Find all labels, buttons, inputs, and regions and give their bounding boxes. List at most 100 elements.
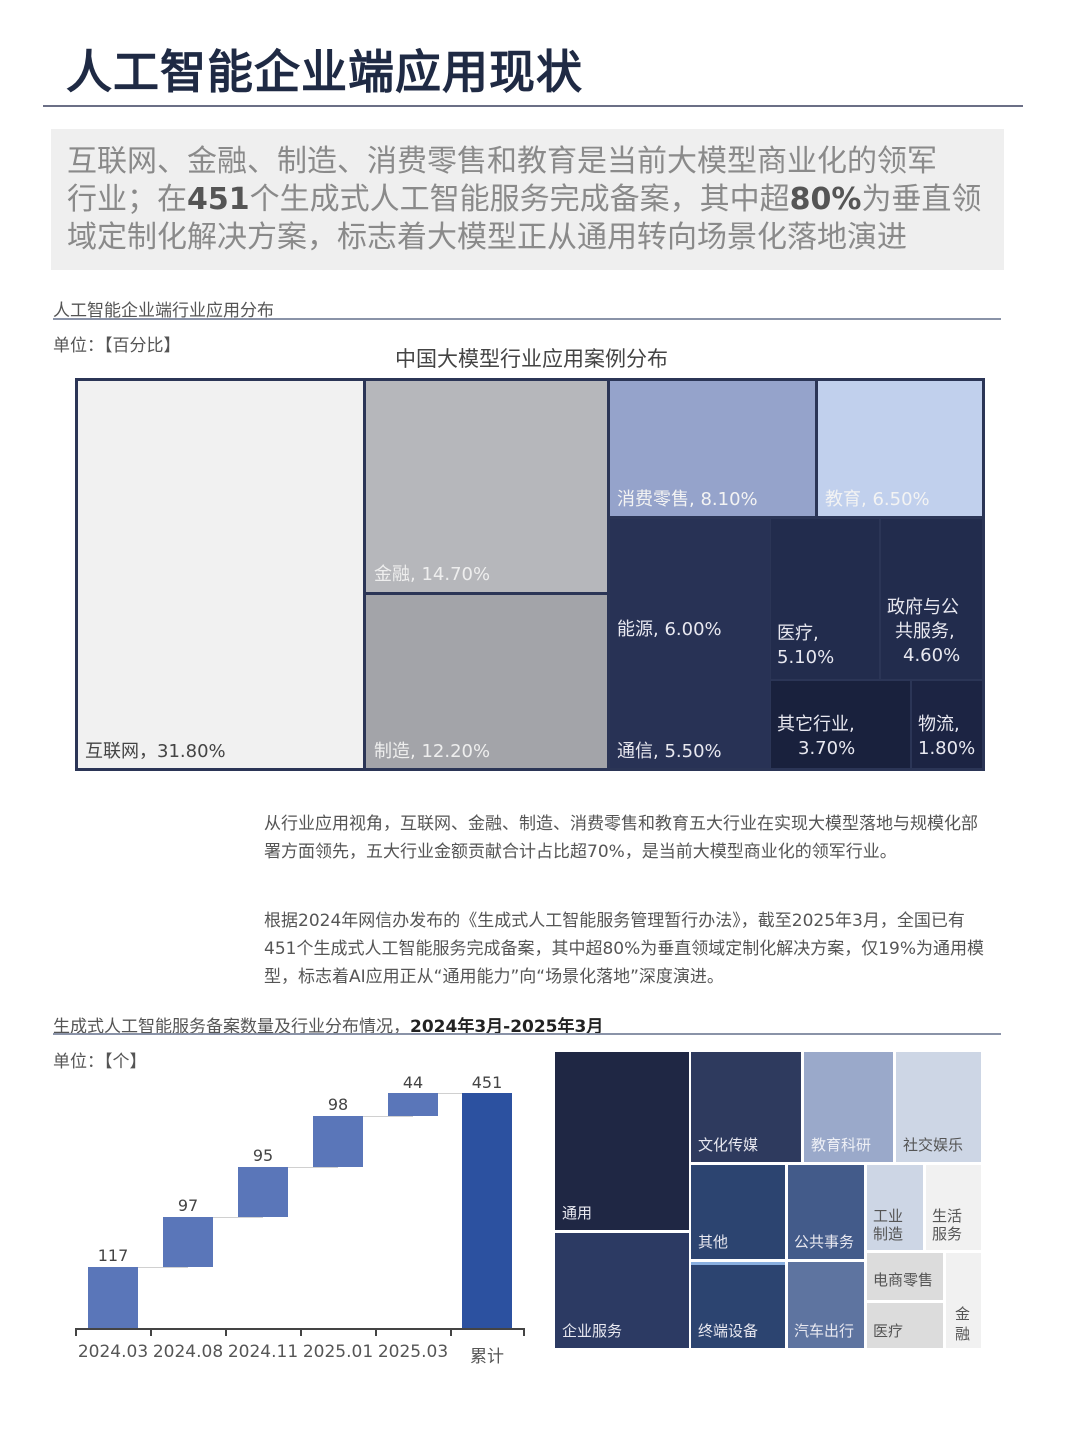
waterfall-bar-total <box>462 1093 512 1328</box>
summary-line-3: 域定制化解决方案，标志着大模型正从通用转向场景化落地演进 <box>67 220 907 255</box>
cell-label: 工业 <box>873 1207 904 1225</box>
cell-label: 服务 <box>932 1225 963 1243</box>
treemap-cell-industrial-manufacturing: 工业 制造 <box>867 1165 923 1250</box>
page-title: 人工智能企业端应用现状 <box>66 45 583 99</box>
axis-tick <box>450 1328 452 1336</box>
x-tick-label: 2024.11 <box>227 1342 299 1362</box>
section-divider <box>53 1033 1001 1035</box>
treemap-cell-ecommerce: 电商零售 <box>867 1253 943 1300</box>
cell-label: 终端设备 <box>698 1322 759 1340</box>
data-label: 98 <box>327 1095 349 1114</box>
data-label: 44 <box>402 1073 424 1092</box>
cell-label: 教育, 6.50% <box>825 489 930 510</box>
cell-label: 3.70% <box>798 738 856 759</box>
cell-label: 物流, <box>918 714 960 735</box>
treemap-cell-life-services: 生活 服务 <box>926 1165 981 1250</box>
treemap-cell-retail: 消费零售, 8.10% <box>610 381 815 516</box>
cell-label: 公共事务 <box>794 1233 855 1251</box>
treemap-cell-finance: 金 融 <box>946 1253 981 1348</box>
connector-line <box>288 1167 338 1168</box>
cell-label: 通用 <box>562 1204 593 1222</box>
industry-treemap: 互联网，31.80% 金融, 14.70% 制造, 12.20% 消费零售, 8… <box>75 378 985 771</box>
connector-line <box>213 1217 263 1218</box>
axis-tick <box>523 1328 525 1336</box>
waterfall-bar-2024-08 <box>163 1217 213 1267</box>
treemap-cell-terminal-devices: 终端设备 <box>691 1262 785 1348</box>
paragraph-filing-stats: 根据2024年网信办发布的《生成式人工智能服务管理暂行办法》，截至2025年3月… <box>264 911 985 987</box>
axis-tick <box>225 1328 227 1336</box>
section-title-industry-distribution: 人工智能企业端行业应用分布 <box>53 301 274 321</box>
cell-label: 生活 <box>932 1207 963 1225</box>
axis-tick <box>300 1328 302 1336</box>
cell-label: 企业服务 <box>562 1322 623 1340</box>
summary-text: 互联网、金融、制造、消费零售和教育是当前大模型商业化的领军 行业；在451个生成… <box>67 143 990 257</box>
axis-tick <box>75 1328 77 1336</box>
treemap-cell-government: 政府与公 共服务, 4.60% <box>881 519 982 679</box>
title-divider <box>43 105 1023 107</box>
cell-label: 能源, 6.00% <box>617 619 722 639</box>
filing-industry-treemap: 通用 企业服务 文化传媒 教育科研 社交娱乐 其他 公共事务 工业 制造 生活 … <box>553 1050 985 1350</box>
cell-label: 汽车出行 <box>794 1322 855 1340</box>
unit-label: 单位：【百分比】 <box>53 336 181 356</box>
summary-text-fragment: 为垂直领 <box>861 182 982 217</box>
treemap-cell-edu-research: 教育科研 <box>804 1052 893 1162</box>
treemap-cell-education: 教育, 6.50% <box>818 381 982 516</box>
summary-text-fragment: 行业；在 <box>67 182 187 217</box>
cell-label: 制造 <box>873 1225 904 1243</box>
treemap-cell-social: 社交娱乐 <box>896 1052 981 1162</box>
x-tick-label: 2025.01 <box>302 1342 374 1362</box>
treemap-cell-public-affairs: 公共事务 <box>788 1165 864 1259</box>
section-title-text: 生成式人工智能服务备案数量及行业分布情况， <box>53 1017 410 1037</box>
data-label: 97 <box>177 1196 199 1215</box>
cell-label: 5.10% <box>777 647 835 668</box>
data-label: 95 <box>252 1146 274 1165</box>
x-tick-label: 累计 <box>470 1347 504 1367</box>
cell-label: 通信, 5.50% <box>617 741 722 762</box>
treemap-cell-medical: 医疗, 5.10% <box>771 519 879 679</box>
connector-line <box>363 1116 413 1117</box>
treemap-cell-medical: 医疗 <box>867 1303 943 1348</box>
connector-line <box>138 1267 188 1268</box>
cell-label: 1.80% <box>918 738 976 759</box>
cell-label: 其他 <box>698 1233 729 1251</box>
connector-line <box>438 1093 463 1094</box>
treemap-cell-other: 其它行业, 3.70% <box>771 681 910 768</box>
summary-box: 互联网、金融、制造、消费零售和教育是当前大模型商业化的领军 行业；在451个生成… <box>51 129 1004 270</box>
treemap-cell-energy: 能源, 6.00% <box>610 519 770 639</box>
x-tick-label: 2024.03 <box>77 1342 149 1362</box>
treemap-cell-enterprise: 企业服务 <box>555 1233 689 1348</box>
cell-label: 医疗 <box>873 1322 904 1340</box>
treemap-cell-finance: 金融, 14.70% <box>366 381 607 592</box>
cell-label: 电商零售 <box>873 1271 934 1289</box>
waterfall-chart: 117 97 95 98 44 451 2024.03 2024.08 2024… <box>75 1070 530 1370</box>
summary-line-1: 互联网、金融、制造、消费零售和教育是当前大模型商业化的领军 <box>67 144 937 179</box>
cell-label: 其它行业, <box>777 714 855 735</box>
cell-label: 医疗, <box>777 623 819 644</box>
summary-text-fragment: 个生成式人工智能服务完成备案，其中超 <box>249 182 790 217</box>
x-tick-label: 2024.08 <box>152 1342 224 1362</box>
paragraph-industry-view: 从行业应用视角，互联网、金融、制造、消费零售和教育五大行业在实现大模型落地与规模… <box>264 814 978 862</box>
waterfall-bar-2025-03 <box>388 1093 438 1116</box>
treemap-cell-manufacturing: 制造, 12.20% <box>366 595 607 768</box>
summary-line-2: 行业；在451个生成式人工智能服务完成备案，其中超80%为垂直领 <box>67 181 990 219</box>
cell-label: 金融, 14.70% <box>374 564 491 585</box>
chart-title: 中国大模型行业应用案例分布 <box>395 347 668 371</box>
treemap-cell-general: 通用 <box>555 1052 689 1230</box>
cell-label: 政府与公 <box>887 597 959 618</box>
unit-label: 单位：【个】 <box>53 1052 147 1072</box>
treemap-cell-other: 其他 <box>691 1165 785 1259</box>
cell-label: 消费零售, 8.10% <box>617 489 758 510</box>
x-tick-label: 2025.03 <box>377 1342 449 1362</box>
cell-label: 制造, 12.20% <box>374 741 491 762</box>
summary-highlight-percent: 80% <box>789 182 862 217</box>
waterfall-bar-2024-03 <box>88 1267 138 1328</box>
section-title-filings: 生成式人工智能服务备案数量及行业分布情况，2024年3月-2025年3月 <box>53 1012 603 1037</box>
axis-tick <box>375 1328 377 1336</box>
treemap-cell-auto-mobility: 汽车出行 <box>788 1262 864 1348</box>
cell-label: 互联网，31.80% <box>85 741 226 762</box>
section-divider <box>53 318 1001 320</box>
cell-label: 文化传媒 <box>698 1136 759 1154</box>
cell-label: 教育科研 <box>811 1136 872 1154</box>
cell-label: 融 <box>955 1325 971 1343</box>
treemap-cell-culture-media: 文化传媒 <box>691 1052 801 1162</box>
